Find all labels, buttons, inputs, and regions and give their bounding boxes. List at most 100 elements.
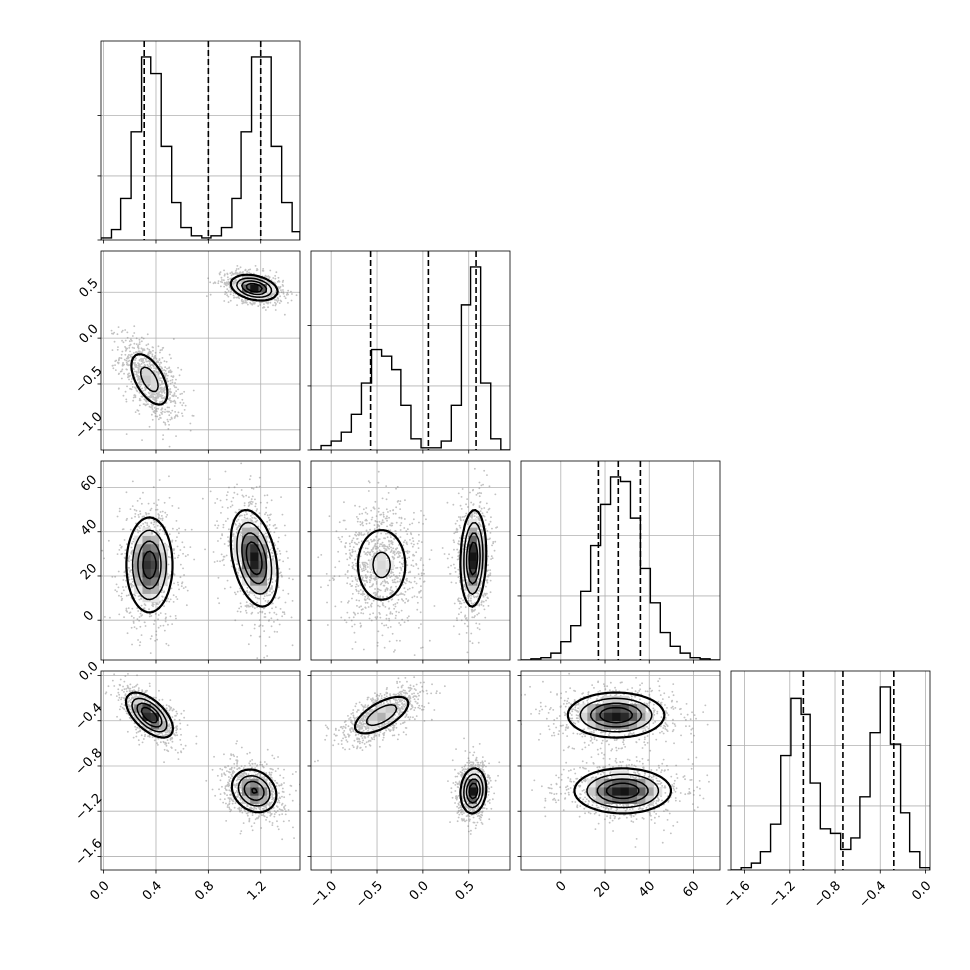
density-cell bbox=[150, 535, 160, 545]
panel-2-1 bbox=[307, 460, 511, 664]
panel-frame bbox=[310, 670, 511, 871]
density-cell bbox=[142, 593, 152, 603]
panel-3-2: 0 20 40 60 bbox=[517, 670, 721, 901]
density-cell bbox=[612, 795, 621, 804]
density-cell bbox=[637, 704, 646, 713]
density-cell bbox=[468, 543, 478, 553]
panel-content bbox=[521, 461, 720, 660]
density-cell bbox=[142, 568, 152, 578]
density-cell bbox=[645, 787, 654, 796]
density-cell bbox=[628, 720, 638, 730]
density-cell bbox=[587, 787, 596, 796]
density-cell bbox=[159, 568, 168, 578]
density-cell bbox=[258, 585, 268, 594]
density-cell bbox=[258, 568, 268, 578]
density-cell bbox=[258, 795, 268, 804]
density-cell bbox=[637, 720, 646, 730]
density-cell bbox=[628, 704, 638, 713]
density-cell bbox=[159, 577, 168, 586]
density-cell bbox=[241, 787, 251, 796]
panel-content bbox=[311, 671, 510, 870]
density-cell bbox=[579, 712, 588, 722]
density-cell bbox=[377, 568, 386, 578]
density-cell bbox=[159, 552, 168, 561]
density-cell bbox=[612, 712, 621, 722]
contour-level-0 bbox=[353, 695, 488, 815]
density-cell bbox=[142, 577, 152, 586]
density-cell bbox=[241, 527, 251, 536]
density-cell bbox=[612, 695, 621, 705]
panel-content bbox=[731, 671, 930, 870]
density-cell bbox=[159, 712, 168, 722]
density-cell bbox=[468, 568, 478, 578]
density-cell bbox=[620, 795, 630, 804]
density-cell bbox=[258, 778, 268, 788]
density-cell bbox=[620, 695, 630, 705]
density-cell bbox=[645, 778, 654, 788]
density-cell bbox=[150, 383, 160, 393]
panel-content bbox=[311, 251, 510, 450]
density-cell bbox=[476, 787, 486, 796]
density-cell bbox=[476, 560, 486, 570]
contour-level-1 bbox=[579, 697, 660, 809]
density-cell bbox=[595, 787, 605, 796]
panel-frame bbox=[310, 250, 511, 451]
density-cell bbox=[645, 712, 654, 722]
density-cell bbox=[150, 585, 160, 594]
density-cell bbox=[603, 712, 613, 722]
density-cell bbox=[620, 787, 630, 796]
histogram-p0 bbox=[101, 56, 300, 240]
density-cell bbox=[250, 543, 259, 553]
density-cell bbox=[150, 577, 160, 586]
density-cell bbox=[628, 778, 638, 788]
contour-level-1 bbox=[366, 704, 484, 809]
density-cell bbox=[134, 712, 143, 722]
density-cell bbox=[142, 367, 152, 376]
density-cell bbox=[468, 527, 478, 536]
density-cell bbox=[250, 284, 259, 293]
density-cell bbox=[377, 560, 386, 570]
density-cell bbox=[476, 543, 486, 553]
density-cell bbox=[150, 712, 160, 722]
density-cell bbox=[612, 787, 621, 796]
density-cell bbox=[142, 535, 152, 545]
density-cell bbox=[142, 543, 152, 553]
panel-frame bbox=[730, 670, 931, 871]
panel-frame bbox=[100, 460, 301, 661]
density-cell bbox=[241, 795, 251, 804]
density-cell bbox=[628, 712, 638, 722]
density-cell bbox=[476, 778, 486, 788]
density-cell bbox=[612, 704, 621, 713]
density-cell bbox=[258, 552, 268, 561]
density-cell bbox=[587, 720, 596, 730]
density-cell bbox=[250, 535, 259, 545]
density-cell bbox=[233, 543, 243, 553]
density-cell bbox=[603, 720, 613, 730]
contour-level-3 bbox=[599, 706, 640, 800]
density-cell bbox=[150, 375, 160, 384]
density-cell bbox=[142, 585, 152, 594]
density-cell bbox=[587, 704, 596, 713]
contour-level-3 bbox=[245, 282, 263, 293]
density-cell bbox=[241, 284, 251, 293]
contour-level-0 bbox=[356, 509, 488, 608]
panel-2-2 bbox=[517, 460, 721, 664]
histogram-p3 bbox=[731, 686, 930, 870]
density-cell bbox=[250, 585, 259, 594]
density-cell bbox=[258, 787, 268, 796]
contour-level-2 bbox=[241, 280, 268, 296]
contour-level-3 bbox=[468, 541, 479, 576]
panel-frame bbox=[100, 40, 301, 241]
density-cell bbox=[250, 778, 259, 788]
density-cell bbox=[159, 543, 168, 553]
density-cell bbox=[377, 552, 386, 561]
panel-frame bbox=[520, 460, 721, 661]
density-cell bbox=[468, 577, 478, 586]
density-cell bbox=[134, 695, 143, 705]
density-cell bbox=[468, 795, 478, 804]
panel-content bbox=[101, 251, 300, 450]
density-cell bbox=[150, 720, 160, 730]
contour-level-1 bbox=[372, 521, 484, 595]
contour-level-2 bbox=[589, 702, 649, 804]
